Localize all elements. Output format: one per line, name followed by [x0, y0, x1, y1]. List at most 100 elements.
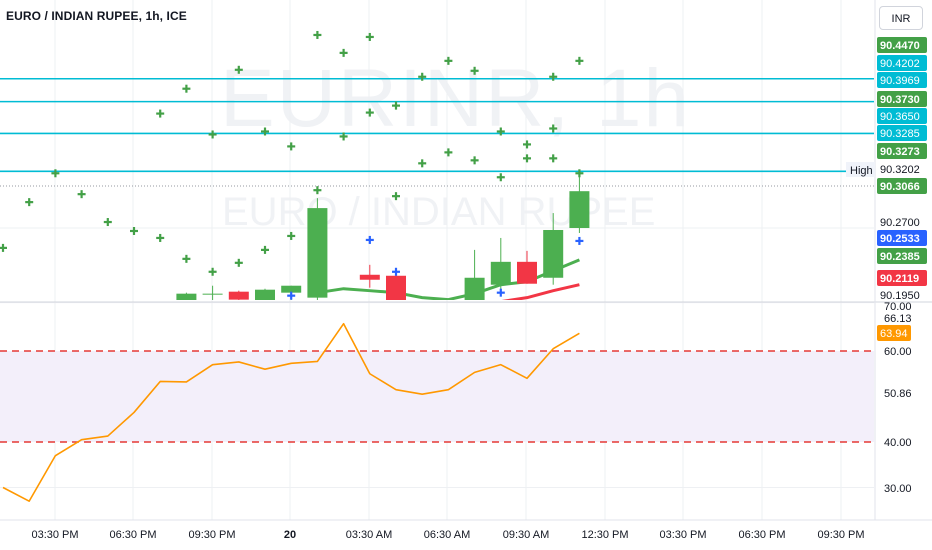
psar-point [549, 72, 558, 81]
candle-body [464, 277, 485, 300]
rsi-tick-label: 40.00 [884, 437, 912, 449]
psar-point [234, 65, 243, 74]
svg-text:63.94: 63.94 [880, 328, 908, 340]
time-tick-label: 09:30 PM [817, 529, 864, 541]
psar-point [523, 140, 531, 149]
psar-point [523, 154, 531, 163]
svg-text:90.3969: 90.3969 [880, 75, 920, 87]
candle-body [569, 191, 590, 228]
rsi-tick-label: 60.00 [884, 346, 912, 358]
svg-text:90.3730: 90.3730 [880, 94, 920, 106]
price-label: 90.4470 [877, 37, 927, 53]
psar-point [0, 243, 7, 252]
moving-average-red [501, 283, 580, 300]
symbol-watermark: EURINR, 1h [220, 53, 692, 144]
psar-point [418, 159, 427, 168]
time-tick-label: 03:30 PM [31, 529, 78, 541]
svg-text:90.4202: 90.4202 [880, 58, 920, 70]
psar-point [470, 66, 479, 75]
price-label: 90.1950 [880, 290, 920, 302]
psar-point [549, 124, 558, 133]
psar-point [313, 30, 322, 39]
price-pane [0, 30, 874, 300]
psar-point [130, 226, 138, 235]
psar-point [365, 108, 374, 117]
psar-point [313, 186, 322, 195]
psar-point [287, 231, 296, 240]
time-tick-label: 20 [284, 529, 296, 541]
candle-body [517, 261, 537, 284]
rsi-tick-label: 66.13 [884, 313, 912, 325]
svg-text:90.3650: 90.3650 [880, 111, 920, 123]
rsi-tick-label: 50.86 [884, 388, 912, 400]
time-tick-label: 09:30 PM [188, 529, 235, 541]
currency-selector[interactable]: INR [879, 6, 923, 30]
price-label: 90.3285 [877, 125, 927, 141]
price-label: 90.3969 [877, 72, 927, 88]
psar-point [208, 267, 217, 276]
psar-point [444, 56, 453, 65]
rsi-current-value: 63.94 [877, 325, 911, 341]
psar-point [51, 169, 60, 178]
svg-text:90.3273: 90.3273 [880, 146, 920, 158]
psar-point [103, 218, 112, 227]
psar-point [234, 258, 243, 267]
psar-point [156, 109, 165, 118]
svg-text:High: High [850, 165, 873, 177]
svg-text:90.2119: 90.2119 [880, 273, 919, 285]
rsi-pane [0, 322, 874, 502]
chart-title: EURO / INDIAN RUPEE, 1h, ICE [6, 9, 187, 23]
psar-point-blue [496, 288, 505, 297]
price-label: 90.2385 [877, 248, 927, 264]
rsi-tick-label: 70.00 [884, 301, 912, 313]
psar-point [339, 48, 348, 57]
rsi-line [2, 322, 580, 502]
time-tick-label: 06:30 PM [738, 529, 785, 541]
time-tick-label: 03:30 AM [346, 529, 392, 541]
candle-body [359, 274, 380, 280]
price-label: 90.3202 [880, 164, 920, 176]
price-label: 90.4202 [877, 55, 927, 71]
psar-point [575, 56, 584, 65]
candle-body [543, 229, 564, 278]
psar-point [549, 154, 558, 163]
svg-text:90.2533: 90.2533 [880, 233, 920, 245]
psar-point-blue [392, 267, 400, 276]
candle-body [281, 285, 302, 293]
time-tick-label: 12:30 PM [581, 529, 628, 541]
rsi-tick-label: 30.00 [884, 483, 912, 495]
psar-point-blue [575, 236, 584, 245]
psar-point [261, 245, 269, 254]
price-label: 90.3273 [877, 143, 927, 159]
psar-point [25, 198, 34, 207]
candle-body [228, 291, 249, 300]
svg-text:90.1950: 90.1950 [880, 290, 920, 302]
psar-point-blue [287, 291, 296, 300]
psar-point [392, 192, 400, 201]
time-tick-label: 09:30 AM [503, 529, 549, 541]
svg-text:90.3066: 90.3066 [880, 181, 920, 193]
time-tick-label: 03:30 PM [659, 529, 706, 541]
psar-point [470, 156, 479, 165]
psar-point [365, 32, 374, 41]
psar-point [339, 132, 348, 141]
psar-point [182, 254, 191, 263]
psar-point [392, 101, 400, 110]
svg-text:90.2385: 90.2385 [880, 251, 920, 263]
svg-text:90.4470: 90.4470 [880, 40, 920, 52]
price-label: 90.3650 [877, 108, 927, 124]
high-label: High [846, 162, 875, 177]
rsi-band [0, 351, 874, 442]
psar-point [496, 127, 505, 136]
price-label: 90.2533 [877, 230, 927, 246]
candle-body [176, 293, 197, 300]
candle-body [255, 289, 275, 300]
svg-text:90.3202: 90.3202 [880, 164, 920, 176]
price-label: 90.3066 [877, 178, 927, 194]
psar-point [418, 72, 427, 81]
candle-body [386, 275, 406, 300]
psar-point [287, 142, 296, 151]
candle-body [307, 208, 328, 298]
psar-point [182, 84, 191, 93]
